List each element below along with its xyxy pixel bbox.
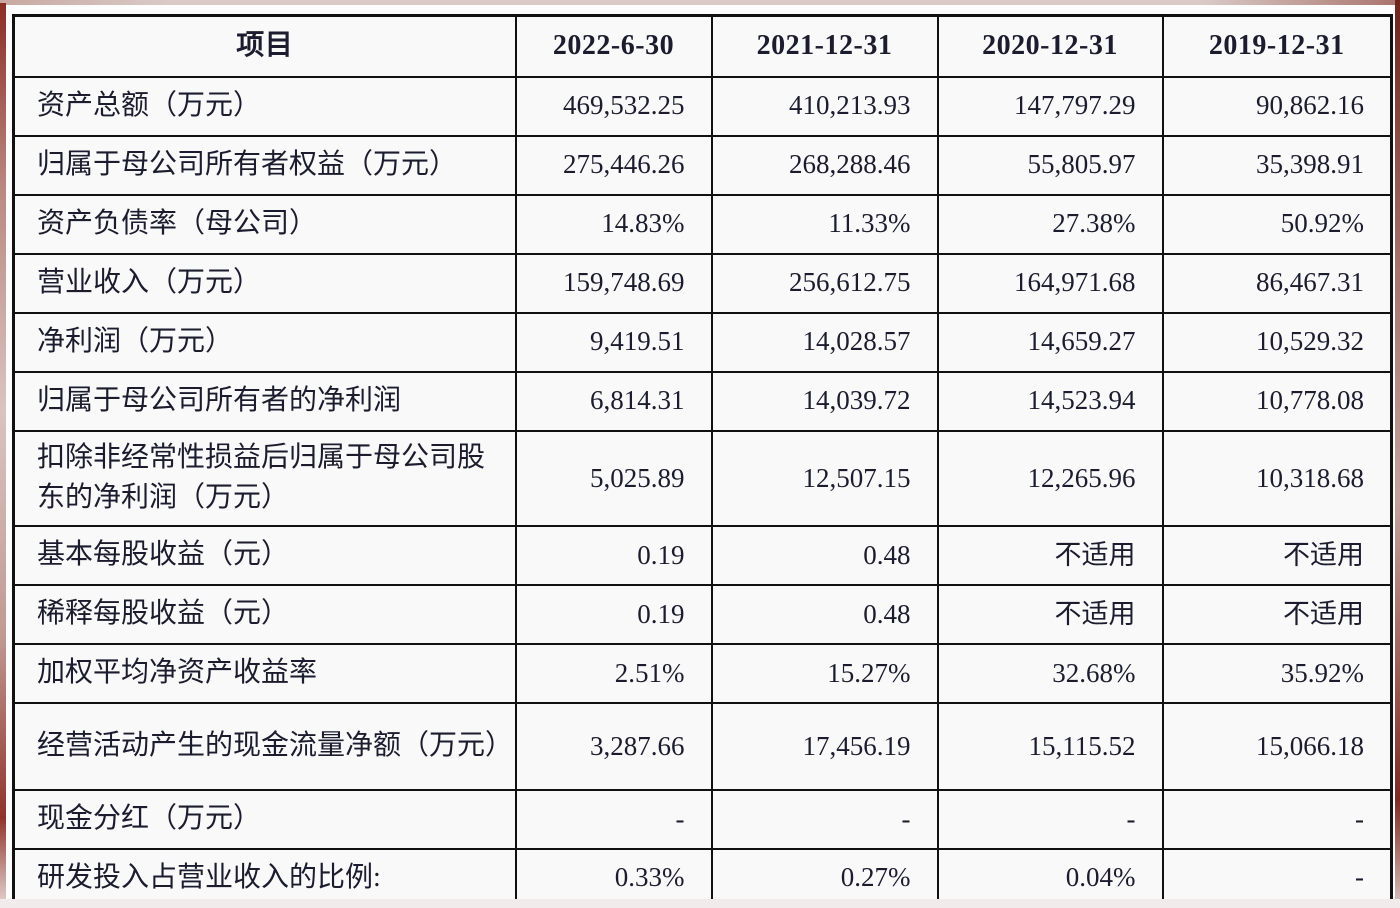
cell-value: 14,039.72	[710, 370, 939, 432]
cell-value: 0.19	[514, 583, 713, 645]
cell-value: 90,862.16	[1161, 75, 1393, 137]
table-row-cash-dividend: 现金分红（万元） - - - -	[12, 788, 1393, 850]
cell-value: 12,265.96	[936, 429, 1164, 527]
table-row-parent-net-profit: 归属于母公司所有者的净利润 6,814.31 14,039.72 14,523.…	[12, 370, 1393, 432]
cell-value: 410,213.93	[710, 75, 939, 137]
row-label: 加权平均净资产收益率	[12, 642, 517, 704]
cell-value: -	[1161, 847, 1393, 908]
cell-value: 147,797.29	[936, 75, 1164, 137]
cell-value: 3,287.66	[514, 701, 713, 791]
cell-value: 不适用	[1161, 583, 1393, 645]
row-label: 营业收入（万元）	[12, 252, 517, 314]
cell-value: 不适用	[1161, 524, 1393, 586]
cell-value: 50.92%	[1161, 193, 1393, 255]
row-label: 净利润（万元）	[12, 311, 517, 373]
cell-value: 14,028.57	[710, 311, 939, 373]
cell-value: 9,419.51	[514, 311, 713, 373]
cell-value: 164,971.68	[936, 252, 1164, 314]
cell-value: 159,748.69	[514, 252, 713, 314]
cell-value: 10,778.08	[1161, 370, 1393, 432]
table-row-debt-ratio: 资产负债率（母公司） 14.83% 11.33% 27.38% 50.92%	[12, 193, 1393, 255]
cell-value: 0.48	[710, 583, 939, 645]
cell-value: 14,659.27	[936, 311, 1164, 373]
cell-value: 14,523.94	[936, 370, 1164, 432]
cell-value: 469,532.25	[514, 75, 713, 137]
cell-value: 不适用	[936, 524, 1164, 586]
table-row-diluted-eps: 稀释每股收益（元） 0.19 0.48 不适用 不适用	[12, 583, 1393, 645]
column-header-2022-6-30: 2022-6-30	[514, 14, 713, 78]
column-header-2020-12-31: 2020-12-31	[936, 14, 1164, 78]
cell-value: 12,507.15	[710, 429, 939, 527]
table-row-deducted-net-profit: 扣除非经常性损益后归属于母公司股东的净利润（万元） 5,025.89 12,50…	[12, 429, 1393, 527]
cell-value: 275,446.26	[514, 134, 713, 196]
cell-value: 15,115.52	[936, 701, 1164, 791]
row-label: 扣除非经常性损益后归属于母公司股东的净利润（万元）	[12, 429, 517, 527]
row-label: 资产总额（万元）	[12, 75, 517, 137]
row-label: 归属于母公司所有者的净利润	[12, 370, 517, 432]
cell-value: -	[710, 788, 939, 850]
row-label: 研发投入占营业收入的比例:	[12, 847, 517, 908]
table-row-rd-ratio: 研发投入占营业收入的比例: 0.33% 0.27% 0.04% -	[12, 847, 1393, 908]
cell-value: 11.33%	[710, 193, 939, 255]
cell-value: 0.33%	[514, 847, 713, 908]
table-row-total-assets: 资产总额（万元） 469,532.25 410,213.93 147,797.2…	[12, 75, 1393, 137]
cell-value: -	[1161, 788, 1393, 850]
cell-value: 15,066.18	[1161, 701, 1393, 791]
row-label: 现金分红（万元）	[12, 788, 517, 850]
row-label: 资产负债率（母公司）	[12, 193, 517, 255]
cell-value: 0.19	[514, 524, 713, 586]
column-header-item: 项目	[12, 14, 517, 78]
cell-value: 268,288.46	[710, 134, 939, 196]
column-header-2019-12-31: 2019-12-31	[1161, 14, 1393, 78]
cell-value: 0.04%	[936, 847, 1164, 908]
cell-value: 15.27%	[710, 642, 939, 704]
cell-value: 256,612.75	[710, 252, 939, 314]
page-edge-top-artifact	[0, 0, 1400, 5]
cell-value: 6,814.31	[514, 370, 713, 432]
header-row: 项目 2022-6-30 2021-12-31 2020-12-31 2019-…	[12, 14, 1393, 78]
cell-value: 17,456.19	[710, 701, 939, 791]
table-row-operating-cash-flow: 经营活动产生的现金流量净额（万元） 3,287.66 17,456.19 15,…	[12, 701, 1393, 791]
cell-value: 14.83%	[514, 193, 713, 255]
table-row-net-profit: 净利润（万元） 9,419.51 14,028.57 14,659.27 10,…	[12, 311, 1393, 373]
cell-value: 2.51%	[514, 642, 713, 704]
row-label: 经营活动产生的现金流量净额（万元）	[12, 701, 517, 791]
cell-value: 10,318.68	[1161, 429, 1393, 527]
cell-value: 55,805.97	[936, 134, 1164, 196]
cell-value: 86,467.31	[1161, 252, 1393, 314]
table-row-weighted-roe: 加权平均净资产收益率 2.51% 15.27% 32.68% 35.92%	[12, 642, 1393, 704]
cell-value: 35,398.91	[1161, 134, 1393, 196]
financial-summary-table: 项目 2022-6-30 2021-12-31 2020-12-31 2019-…	[12, 14, 1393, 908]
cell-value: 27.38%	[936, 193, 1164, 255]
cell-value: 5,025.89	[514, 429, 713, 527]
cell-value: 0.27%	[710, 847, 939, 908]
table-row-parent-equity: 归属于母公司所有者权益（万元） 275,446.26 268,288.46 55…	[12, 134, 1393, 196]
row-label: 稀释每股收益（元）	[12, 583, 517, 645]
page-edge-right-artifact	[1395, 0, 1400, 908]
row-label: 基本每股收益（元）	[12, 524, 517, 586]
cell-value: -	[936, 788, 1164, 850]
cell-value: 10,529.32	[1161, 311, 1393, 373]
row-label: 归属于母公司所有者权益（万元）	[12, 134, 517, 196]
cell-value: 不适用	[936, 583, 1164, 645]
cell-value: -	[514, 788, 713, 850]
cell-value: 32.68%	[936, 642, 1164, 704]
column-header-2021-12-31: 2021-12-31	[710, 14, 939, 78]
table-row-basic-eps: 基本每股收益（元） 0.19 0.48 不适用 不适用	[12, 524, 1393, 586]
cell-value: 0.48	[710, 524, 939, 586]
table-row-revenue: 营业收入（万元） 159,748.69 256,612.75 164,971.6…	[12, 252, 1393, 314]
cell-value: 35.92%	[1161, 642, 1393, 704]
page-edge-left-artifact	[0, 3, 6, 908]
